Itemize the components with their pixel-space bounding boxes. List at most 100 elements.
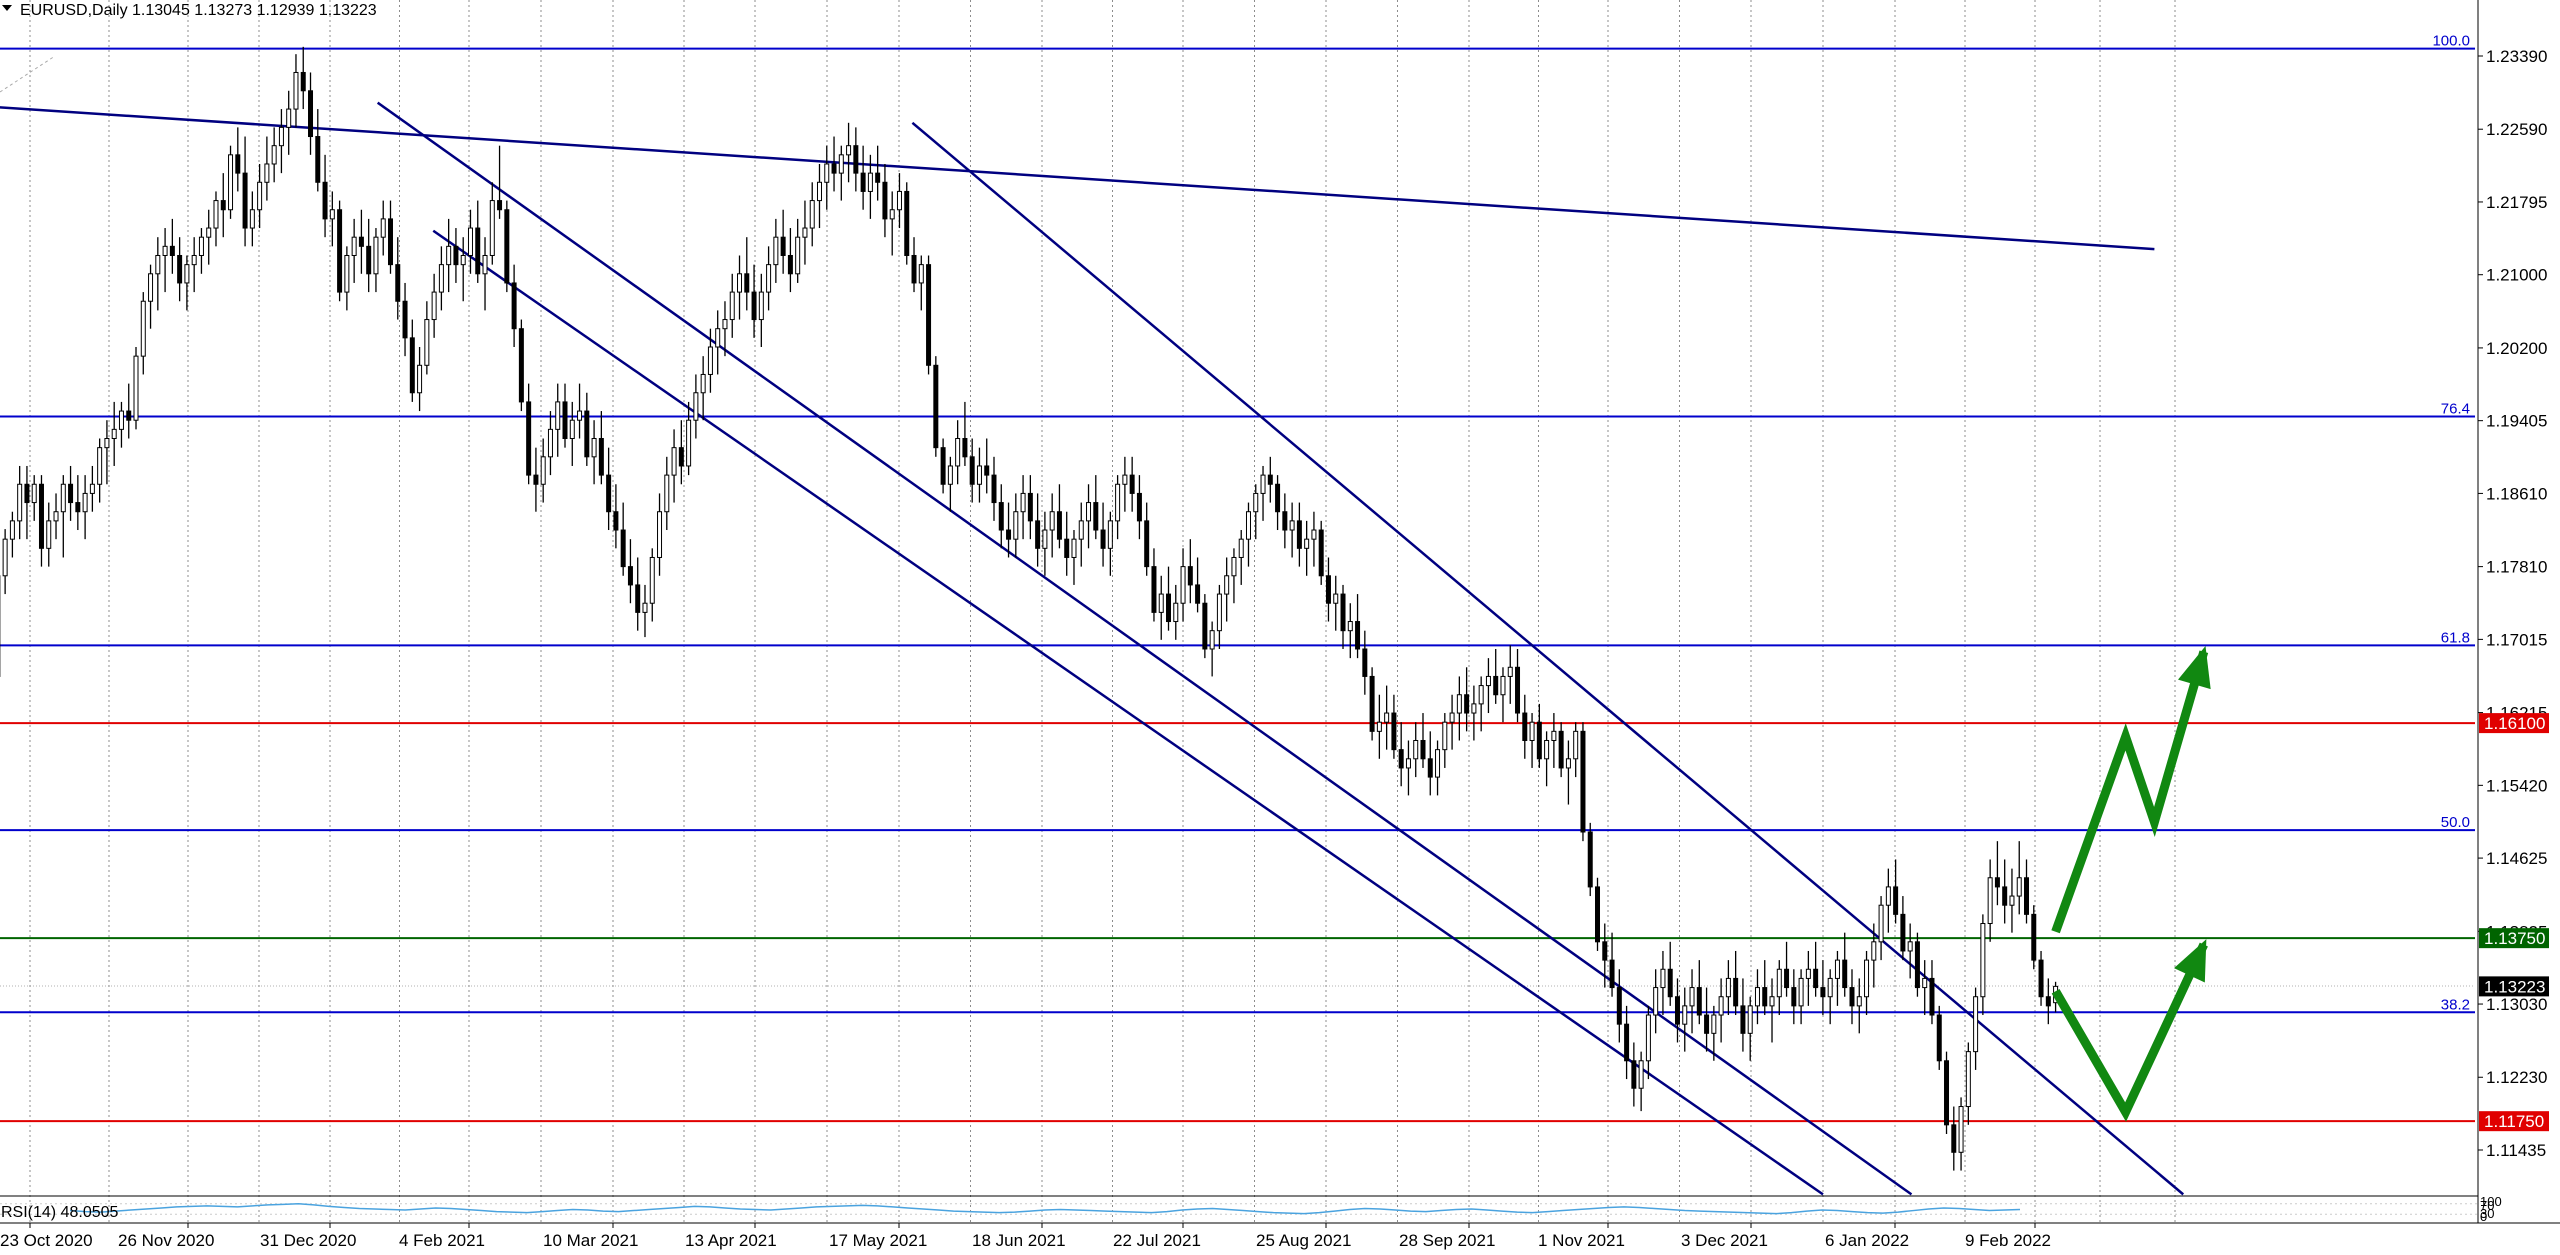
candle-bullish	[198, 236, 204, 256]
candle-bullish	[1115, 483, 1121, 522]
candle-bullish	[271, 145, 277, 165]
chart-header: EURUSD,Daily 1.13045 1.13273 1.12939 1.1…	[2, 2, 377, 19]
candle-bullish	[46, 520, 52, 549]
fib-level-label: 50.0	[2441, 814, 2470, 831]
candle-bearish	[177, 254, 183, 284]
candle-bullish	[1086, 502, 1092, 522]
candle-bearish	[1515, 666, 1521, 714]
candle-bearish	[2038, 959, 2044, 998]
price-level-box-label: 1.13750	[2484, 929, 2545, 948]
candle-bullish	[213, 200, 219, 229]
candle-bullish	[1435, 749, 1441, 778]
rsi-line	[69, 1203, 2021, 1215]
candle-bearish	[409, 337, 415, 394]
candle-bullish	[104, 438, 110, 449]
candle-bullish	[889, 209, 895, 220]
candle-bearish	[1893, 886, 1899, 915]
candle-bullish	[424, 319, 430, 366]
candle-bearish	[940, 447, 946, 485]
candle-bullish	[1725, 977, 1731, 998]
candle-bullish	[1260, 474, 1266, 494]
candle-bullish	[729, 291, 735, 321]
candle-bullish	[1231, 556, 1237, 577]
candle-bullish	[417, 364, 423, 394]
candle-bearish	[511, 282, 517, 330]
candle-bearish	[1820, 987, 1826, 998]
triangle-down-icon[interactable]	[2, 5, 12, 11]
candle-bullish	[816, 181, 822, 202]
price-level-box-label: 1.16100	[2484, 714, 2545, 733]
candle-bullish	[1864, 959, 1870, 998]
candle-bullish	[1827, 977, 1833, 998]
candle-bearish	[1202, 602, 1208, 650]
candle-bearish	[1616, 987, 1622, 1025]
candle-bearish	[613, 511, 619, 531]
candle-bullish	[482, 254, 488, 275]
candle-bullish	[591, 438, 597, 458]
candle-bearish	[315, 136, 321, 183]
candle-bearish	[1733, 977, 1739, 1007]
candle-bullish	[184, 264, 190, 284]
candle-bearish	[300, 71, 306, 92]
candle-bearish	[627, 566, 633, 586]
candle-bullish	[467, 227, 473, 256]
candle-bearish	[1595, 886, 1601, 943]
date-tick-label: 13 Apr 2021	[685, 1231, 777, 1250]
date-tick-label: 1 Nov 2021	[1538, 1231, 1625, 1250]
candle-bullish	[1776, 968, 1782, 998]
candle-bearish	[1136, 492, 1142, 522]
candle-bearish	[1784, 968, 1790, 989]
candle-bullish	[838, 154, 844, 174]
candle-bullish	[1987, 877, 1993, 925]
dotted-guide-line	[0, 55, 56, 93]
candle-bearish	[358, 236, 364, 247]
candle-bullish	[758, 291, 764, 321]
candle-bullish	[228, 154, 234, 211]
candle-bearish	[744, 273, 750, 293]
date-tick-label: 25 Aug 2021	[1256, 1231, 1351, 1250]
candle-bearish	[75, 502, 81, 513]
candle-bullish	[1973, 996, 1979, 1053]
candle-bullish	[1253, 492, 1259, 513]
candle-bullish	[264, 163, 270, 183]
candle-bearish	[606, 474, 612, 513]
candle-bearish	[1282, 511, 1288, 531]
candle-bullish	[97, 447, 103, 485]
candle-bullish	[2016, 877, 2022, 897]
candle-bullish	[896, 190, 902, 211]
candle-bearish	[2045, 996, 2051, 1007]
candle-bearish	[2024, 877, 2030, 915]
fib-level-label: 38.2	[2441, 996, 2470, 1013]
candle-bullish	[1529, 721, 1535, 741]
candle-bullish	[1645, 1014, 1651, 1062]
candle-bearish	[678, 447, 684, 467]
candle-bullish	[809, 200, 815, 229]
candle-bullish	[1333, 593, 1339, 604]
candle-bearish	[598, 438, 604, 476]
candle-bearish	[1006, 529, 1012, 540]
candle-bearish	[1275, 483, 1281, 513]
candle-bearish	[1558, 730, 1564, 769]
candle-bullish	[140, 300, 146, 357]
candle-bearish	[1325, 575, 1331, 604]
candle-bearish	[904, 190, 910, 256]
candle-bullish	[1209, 630, 1215, 650]
date-tick-label: 28 Sep 2021	[1399, 1231, 1495, 1250]
candle-bullish	[1507, 666, 1513, 677]
candle-bullish	[657, 511, 663, 558]
candle-bearish	[562, 401, 568, 440]
date-tick-label: 4 Feb 2021	[399, 1231, 485, 1250]
candle-bearish	[395, 264, 401, 302]
candle-bearish	[1398, 749, 1404, 769]
candle-bearish	[1740, 1005, 1746, 1034]
candle-bearish	[780, 236, 786, 256]
candle-bearish	[1166, 593, 1172, 623]
grid-lines	[0, 0, 2475, 1223]
candle-bearish	[24, 483, 30, 504]
arrow-bullish-scenario	[2051, 650, 2209, 934]
candle-bullish	[293, 71, 299, 110]
candle-bearish	[1849, 987, 1855, 1007]
candle-bearish	[2031, 913, 2037, 961]
price-level-box	[2479, 928, 2549, 949]
candle-bullish	[1347, 621, 1353, 632]
